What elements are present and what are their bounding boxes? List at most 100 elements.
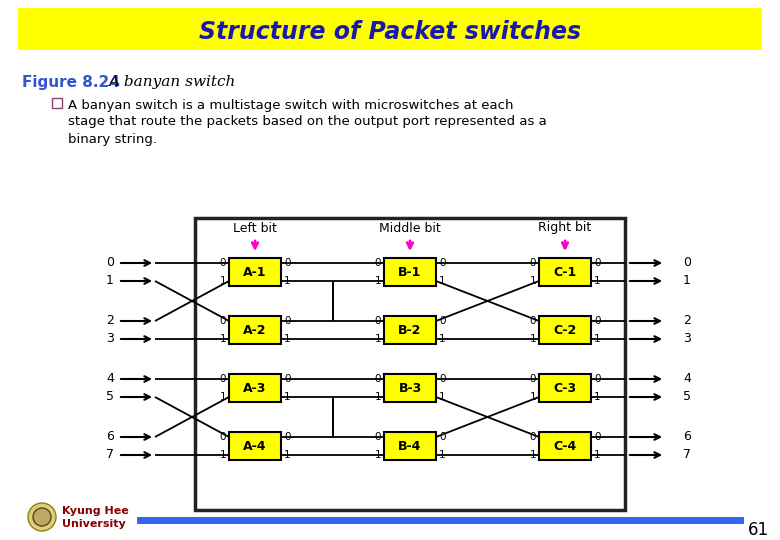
Text: 0: 0	[439, 316, 445, 326]
Text: Right bit: Right bit	[538, 221, 591, 234]
Text: 0: 0	[374, 258, 381, 268]
Text: 1: 1	[530, 392, 536, 402]
Text: A banyan switch: A banyan switch	[108, 75, 236, 89]
Circle shape	[28, 503, 56, 531]
Bar	[52, 98, 62, 108]
Bar	[229, 316, 281, 344]
Text: 0: 0	[530, 316, 536, 326]
Text: C-4: C-4	[553, 440, 576, 453]
Text: 2: 2	[683, 314, 691, 327]
Text: 2: 2	[106, 314, 114, 327]
Text: A-1: A-1	[243, 266, 267, 279]
Text: 0: 0	[439, 432, 445, 442]
Text: 1: 1	[284, 276, 291, 286]
Text: 0: 0	[594, 316, 601, 326]
Text: 0: 0	[219, 432, 226, 442]
Text: 5: 5	[683, 390, 691, 403]
Circle shape	[33, 508, 51, 526]
Text: 0: 0	[439, 374, 445, 384]
Text: B-1: B-1	[399, 266, 422, 279]
Text: 1: 1	[439, 392, 445, 402]
Bar	[229, 374, 281, 402]
Bar	[384, 374, 436, 402]
Text: 6: 6	[106, 430, 114, 443]
Text: 3: 3	[106, 333, 114, 346]
Text: stage that route the packets based on the output port represented as a: stage that route the packets based on th…	[68, 116, 547, 129]
Text: Middle bit: Middle bit	[379, 221, 441, 234]
Text: 0: 0	[106, 256, 114, 269]
Text: 0: 0	[219, 316, 226, 326]
Text: 0: 0	[374, 316, 381, 326]
Bar	[539, 316, 591, 344]
Text: University: University	[62, 519, 126, 529]
Bar	[384, 432, 436, 460]
Text: 0: 0	[284, 432, 290, 442]
Text: 5: 5	[106, 390, 114, 403]
Bar	[229, 258, 281, 286]
Text: 1: 1	[594, 334, 601, 344]
Text: 1: 1	[106, 274, 114, 287]
Text: 1: 1	[594, 276, 601, 286]
Text: 0: 0	[594, 374, 601, 384]
Text: Kyung Hee: Kyung Hee	[62, 506, 129, 516]
Text: 0: 0	[594, 258, 601, 268]
Text: 3: 3	[683, 333, 691, 346]
Text: 0: 0	[530, 432, 536, 442]
Text: 0: 0	[284, 258, 290, 268]
Text: 1: 1	[284, 334, 291, 344]
Bar	[539, 258, 591, 286]
Text: 1: 1	[530, 334, 536, 344]
Bar	[229, 432, 281, 460]
Text: 0: 0	[219, 374, 226, 384]
Bar	[384, 258, 436, 286]
Text: binary string.: binary string.	[68, 132, 157, 145]
Text: 7: 7	[683, 449, 691, 462]
Text: 1: 1	[374, 276, 381, 286]
Text: 1: 1	[374, 334, 381, 344]
Bar	[539, 432, 591, 460]
Text: 0: 0	[374, 432, 381, 442]
Text: C-1: C-1	[553, 266, 576, 279]
Text: 0: 0	[284, 316, 290, 326]
Text: A-4: A-4	[243, 440, 267, 453]
Text: 1: 1	[594, 392, 601, 402]
Text: 0: 0	[530, 374, 536, 384]
Text: 1: 1	[439, 450, 445, 460]
Bar	[195, 218, 625, 510]
Text: 1: 1	[219, 392, 226, 402]
Text: 1: 1	[219, 450, 226, 460]
Text: 1: 1	[219, 334, 226, 344]
Text: A-3: A-3	[243, 381, 267, 395]
Text: 4: 4	[683, 373, 691, 386]
Text: 1: 1	[219, 276, 226, 286]
Bar	[539, 374, 591, 402]
Bar	[384, 316, 436, 344]
Bar	[18, 8, 762, 50]
Text: 1: 1	[284, 392, 291, 402]
Text: 0: 0	[683, 256, 691, 269]
Text: 1: 1	[439, 276, 445, 286]
Text: 1: 1	[530, 276, 536, 286]
Text: 4: 4	[106, 373, 114, 386]
Text: C-2: C-2	[553, 323, 576, 336]
Text: 1: 1	[439, 334, 445, 344]
Text: 61: 61	[747, 521, 768, 539]
Text: 0: 0	[219, 258, 226, 268]
Text: B-4: B-4	[399, 440, 422, 453]
Text: 0: 0	[530, 258, 536, 268]
Text: Left bit: Left bit	[233, 221, 277, 234]
Text: 6: 6	[683, 430, 691, 443]
Text: 1: 1	[374, 392, 381, 402]
Text: 0: 0	[374, 374, 381, 384]
Text: 1: 1	[284, 450, 291, 460]
Text: C-3: C-3	[554, 381, 576, 395]
Text: 0: 0	[284, 374, 290, 384]
Text: 1: 1	[374, 450, 381, 460]
Text: B-3: B-3	[399, 381, 422, 395]
Text: A banyan switch is a multistage switch with microswitches at each: A banyan switch is a multistage switch w…	[68, 98, 513, 111]
Text: Structure of Packet switches: Structure of Packet switches	[199, 20, 581, 44]
Text: 1: 1	[530, 450, 536, 460]
Text: 7: 7	[106, 449, 114, 462]
Text: 1: 1	[683, 274, 691, 287]
Text: 1: 1	[594, 450, 601, 460]
